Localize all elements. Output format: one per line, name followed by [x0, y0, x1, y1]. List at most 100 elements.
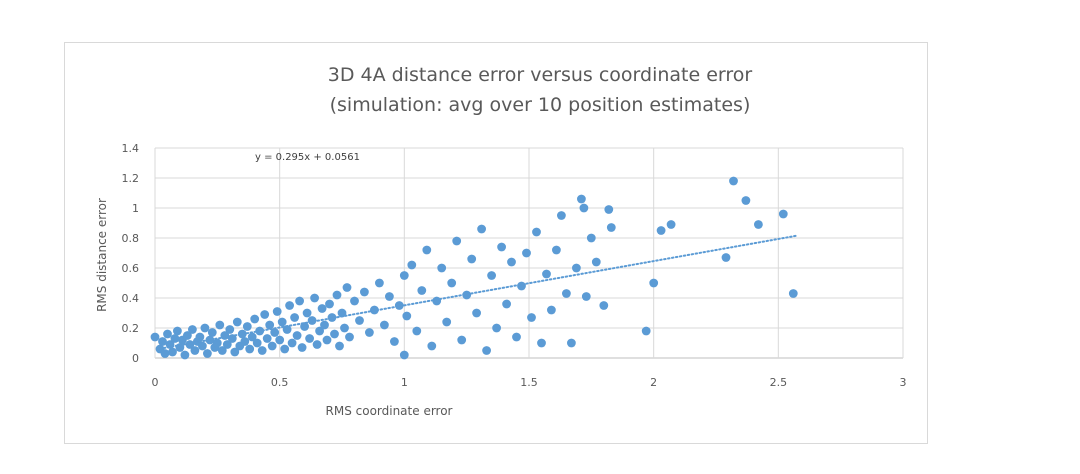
data-point [287, 338, 297, 348]
data-point [507, 257, 516, 267]
data-point [170, 334, 180, 343]
data-point [340, 323, 349, 333]
data-point [422, 245, 432, 255]
data-point [247, 332, 257, 342]
data-point [195, 332, 205, 342]
y-tick-label: 0.4 [122, 292, 140, 305]
data-point [277, 317, 287, 327]
data-point [225, 325, 235, 334]
data-point [778, 209, 788, 219]
data-point [320, 320, 329, 330]
data-point [297, 343, 307, 352]
data-point [572, 263, 581, 273]
data-point [272, 307, 282, 316]
data-point [788, 289, 798, 298]
data-point [402, 311, 412, 321]
data-point [302, 308, 312, 318]
data-point [729, 176, 738, 186]
data-point [252, 338, 262, 348]
data-point [552, 245, 561, 255]
data-point [562, 289, 571, 298]
data-point [240, 337, 250, 346]
data-point [222, 340, 232, 349]
data-point [282, 325, 292, 334]
data-point [345, 332, 354, 342]
data-point [173, 326, 182, 336]
x-tick-label: 3 [900, 376, 907, 389]
y-tick-label: 1 [132, 202, 139, 215]
data-point [482, 346, 491, 355]
data-point [467, 254, 477, 264]
data-point [322, 335, 332, 345]
data-point [512, 332, 521, 342]
data-point [188, 325, 197, 334]
data-point [190, 346, 200, 355]
data-point [285, 301, 294, 310]
data-point [215, 320, 225, 330]
data-point [180, 350, 190, 360]
data-point [399, 271, 409, 280]
data-point [542, 269, 551, 279]
x-tick-label: 0.5 [271, 376, 289, 389]
chart-title: 3D 4A distance error versus coordinate e… [327, 64, 753, 86]
x-axis-title: RMS coordinate error [326, 404, 453, 418]
data-point [394, 301, 404, 310]
data-point [230, 347, 240, 357]
data-point [502, 299, 511, 309]
x-tick-label: 2 [650, 376, 657, 389]
data-point [290, 313, 299, 322]
data-point [666, 220, 676, 229]
data-point [407, 260, 417, 270]
data-point [312, 340, 322, 349]
data-point [332, 290, 342, 300]
data-point [472, 308, 481, 318]
data-point [380, 320, 389, 330]
x-tick-label: 0 [152, 376, 159, 389]
y-tick-label: 0.6 [122, 262, 140, 275]
data-point [447, 278, 457, 288]
data-point [242, 322, 252, 331]
data-point [203, 349, 212, 358]
data-point [390, 337, 399, 346]
data-point [741, 196, 751, 205]
data-point [649, 278, 659, 288]
y-tick-label: 0.2 [122, 322, 140, 335]
data-point [265, 320, 275, 330]
data-point [350, 296, 359, 306]
data-point [335, 341, 344, 351]
chart-subtitle: (simulation: avg over 10 position estima… [329, 94, 751, 116]
data-point [522, 248, 531, 258]
data-point [606, 223, 616, 232]
data-point [257, 346, 267, 355]
chart-frame [64, 42, 928, 444]
data-point [591, 257, 601, 267]
data-point [212, 338, 222, 348]
data-point [198, 341, 207, 351]
data-point [360, 287, 369, 297]
data-point [310, 293, 319, 303]
data-point [417, 286, 427, 295]
data-point [487, 271, 496, 280]
data-point [262, 334, 272, 343]
data-point [355, 316, 364, 325]
data-point [547, 305, 556, 315]
data-point [437, 263, 447, 273]
trendline [158, 234, 797, 350]
data-point [721, 253, 731, 262]
data-point [295, 296, 304, 306]
data-point [270, 328, 280, 337]
data-point [342, 283, 352, 292]
x-tick-label: 2.5 [770, 376, 788, 389]
data-point [586, 233, 596, 243]
data-point [656, 226, 666, 235]
data-point [200, 323, 210, 333]
data-point [567, 338, 576, 348]
data-point [457, 335, 467, 345]
data-point [365, 328, 374, 337]
x-tick-label: 1 [401, 376, 408, 389]
data-point [163, 329, 172, 339]
data-point [325, 299, 334, 309]
data-point [275, 335, 285, 345]
data-point [577, 194, 586, 204]
